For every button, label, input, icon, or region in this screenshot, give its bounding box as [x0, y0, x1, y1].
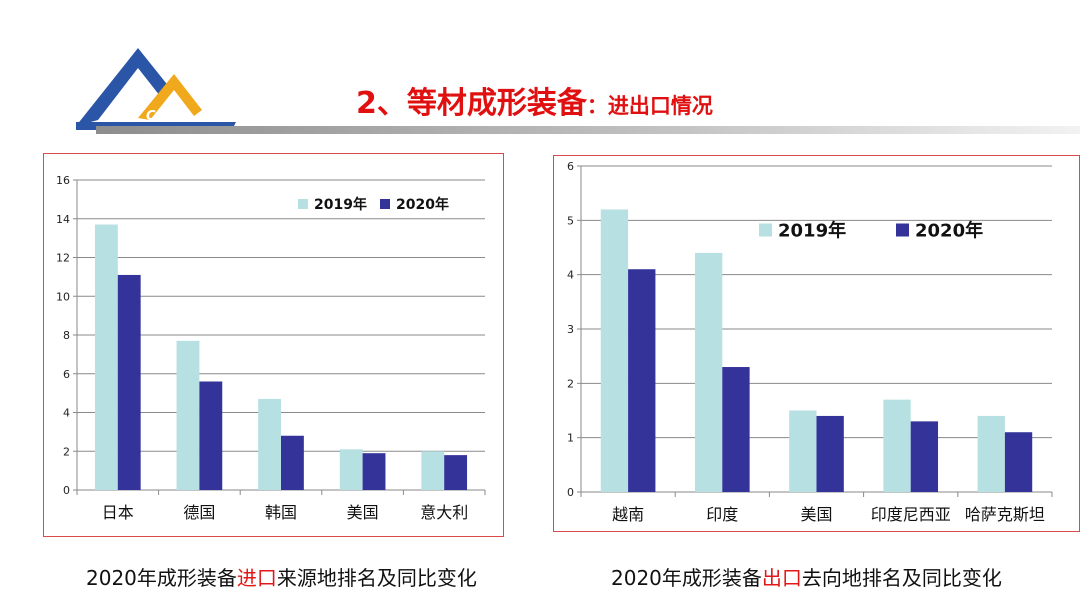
bar-2019	[421, 451, 445, 490]
x-category-label: 越南	[612, 505, 644, 524]
y-tick-label: 0	[567, 486, 574, 499]
y-tick-label: 6	[63, 368, 70, 381]
bar-2020	[1004, 432, 1033, 492]
bar-2019	[883, 399, 911, 492]
x-category-label: 美国	[800, 505, 832, 524]
caption-right-post: 去向地排名及同比变化	[801, 566, 1002, 590]
legend-label: 2019年	[314, 196, 367, 213]
x-category-label: 德国	[183, 503, 215, 522]
legend-swatch	[759, 223, 772, 237]
caption-right-pre: 2020年成形装备	[611, 566, 762, 590]
y-tick-label: 4	[63, 407, 70, 420]
y-tick-label: 12	[56, 252, 70, 265]
bar-2020	[444, 455, 468, 490]
caption-left-pre: 2020年成形装备	[86, 566, 237, 590]
header-divider	[96, 126, 1080, 134]
bar-2019	[789, 410, 817, 492]
legend-label: 2020年	[915, 219, 983, 241]
bar-2019	[600, 209, 629, 492]
bar-2020	[816, 415, 844, 492]
y-tick-label: 10	[56, 290, 70, 303]
x-category-label: 印度尼西亚	[871, 505, 951, 524]
bar-2019	[694, 252, 723, 492]
import-bar-chart: 0 2 4 6 8 10 12 14 16 日本 德国 韩国 美国 意大利 2019年 2020年	[56, 174, 486, 522]
bar-2019	[176, 340, 200, 490]
bar-2019	[94, 224, 118, 490]
legend-label: 2019年	[778, 219, 846, 241]
title-main: 2、等材成形装备	[356, 86, 587, 121]
y-tick-label: 2	[567, 377, 574, 390]
export-chart-caption: 2020年成形装备出口去向地排名及同比变化	[611, 562, 1002, 591]
cam-logo: CAM	[76, 48, 236, 130]
y-tick-label: 3	[567, 323, 574, 336]
y-tick-label: 16	[56, 174, 70, 187]
y-tick-label: 1	[567, 432, 574, 445]
bar-2020	[117, 274, 141, 490]
legend-swatch	[896, 223, 909, 237]
x-category-label: 日本	[102, 503, 134, 522]
y-tick-label: 4	[567, 269, 574, 282]
y-tick-label: 5	[567, 214, 574, 227]
bar-2020	[362, 453, 386, 490]
legend-swatch	[380, 199, 390, 209]
bar-2020	[281, 435, 304, 490]
export-chart-frame: 0 1 2 3 4 5 6 越南 印度 美国 印度尼西亚 哈萨克斯坦 2019年 2020年	[553, 155, 1080, 532]
bar-2020	[628, 269, 656, 492]
x-category-label: 意大利	[420, 503, 468, 522]
y-tick-label: 8	[63, 329, 70, 342]
export-bar-chart: 0 1 2 3 4 5 6 越南 印度 美国 印度尼西亚 哈萨克斯坦 2019年 2020年	[567, 160, 1053, 524]
x-category-label: 印度	[706, 505, 738, 524]
y-tick-label: 14	[56, 213, 70, 226]
logo-text: CAM	[146, 109, 179, 124]
x-category-label: 哈萨克斯坦	[965, 505, 1045, 524]
x-category-label: 韩国	[265, 503, 297, 522]
title-subtitle: ：进出口情况	[586, 94, 713, 118]
legend-swatch	[298, 199, 308, 209]
x-category-label: 美国	[347, 503, 379, 522]
import-chart-frame: 0 2 4 6 8 10 12 14 16 日本 德国 韩国 美国 意大利 2019年 2020年	[43, 153, 504, 537]
caption-right-highlight: 出口	[761, 566, 802, 590]
bar-2020	[910, 421, 939, 492]
bar-2020	[722, 367, 750, 492]
y-tick-label: 0	[63, 484, 70, 497]
legend-label: 2020年	[396, 196, 449, 213]
import-chart-caption: 2020年成形装备进口来源地排名及同比变化	[86, 562, 477, 591]
bar-2020	[199, 381, 223, 490]
caption-left-post: 来源地排名及同比变化	[276, 566, 477, 590]
y-tick-label: 6	[567, 160, 574, 173]
bar-2019	[258, 398, 281, 490]
page-title: 2、等材成形装备：进出口情况	[356, 78, 713, 122]
bar-2019	[977, 415, 1005, 492]
y-tick-label: 2	[63, 445, 70, 458]
caption-left-highlight: 进口	[236, 566, 277, 590]
bar-2019	[339, 449, 363, 490]
